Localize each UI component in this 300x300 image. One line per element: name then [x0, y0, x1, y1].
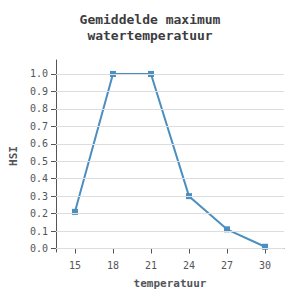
svg-text:0.6: 0.6 [30, 138, 48, 149]
svg-text:15: 15 [69, 260, 81, 271]
svg-text:30: 30 [259, 260, 271, 271]
svg-text:27: 27 [221, 260, 233, 271]
svg-text:0.2: 0.2 [30, 208, 48, 219]
svg-text:1.0: 1.0 [30, 68, 48, 79]
svg-text:0.3: 0.3 [30, 191, 48, 202]
svg-text:0.7: 0.7 [30, 121, 48, 132]
svg-text:0.0: 0.0 [30, 243, 48, 254]
svg-text:0.9: 0.9 [30, 86, 48, 97]
svg-text:0.4: 0.4 [30, 173, 48, 184]
svg-text:24: 24 [183, 260, 195, 271]
svg-text:0.8: 0.8 [30, 103, 48, 114]
svg-text:HSI: HSI [7, 146, 20, 166]
svg-text:0.1: 0.1 [30, 226, 48, 237]
svg-text:18: 18 [107, 260, 119, 271]
svg-text:21: 21 [145, 260, 157, 271]
svg-text:watertemperatuur: watertemperatuur [87, 28, 212, 43]
svg-text:0.5: 0.5 [30, 156, 48, 167]
svg-text:temperatuur: temperatuur [134, 277, 207, 290]
svg-text:Gemiddelde maximum: Gemiddelde maximum [80, 12, 221, 27]
